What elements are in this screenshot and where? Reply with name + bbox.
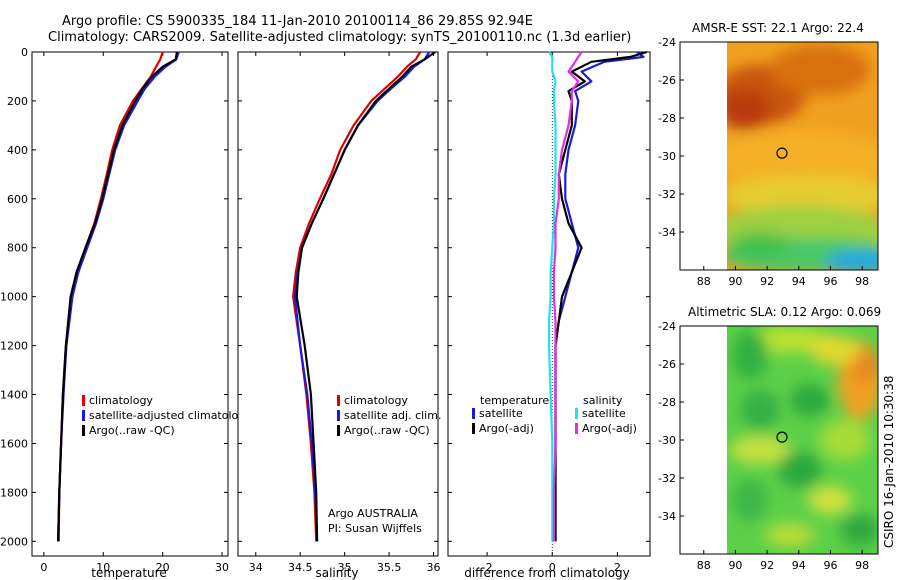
temperature-ytick-label: 1000 (0, 291, 28, 304)
temperature-ytick-label: 2000 (0, 535, 28, 548)
difference-xtick-label: 0 (549, 561, 556, 574)
temperature-ytick-label: 600 (7, 193, 28, 206)
sla-map-xtick-label: 88 (697, 559, 711, 572)
difference-legend-salinity-header: salinity (583, 394, 623, 407)
sst-map-chart: 88 90 92 94 96 98 -24 -26 -28 -30 -32 -34 (658, 36, 879, 288)
difference-legend-temp-argo-label: Argo(-adj) (479, 422, 534, 435)
difference-legend-temp-satellite-swatch (472, 408, 475, 419)
sla-map-ytick-label: -24 (658, 320, 676, 333)
sst-map-ytick-label: -28 (658, 112, 676, 125)
temperature-ytick-label: 1400 (0, 389, 28, 402)
salinity-legend-item-swatch (337, 425, 340, 436)
sst-map-xtick-label: 96 (823, 275, 837, 288)
sst-map-xtick-label: 94 (792, 275, 806, 288)
sla-map-ytick-label: -34 (658, 510, 676, 523)
salinity-annotation-line2: PI: Susan Wijffels (328, 522, 422, 535)
salinity-profile-chart: 34 34.5 35 35.5 36 climatology satellite adj. … (237, 51, 441, 574)
sst-map-ytick-label: -26 (658, 74, 676, 87)
salinity-legend-item-label: climatology (344, 394, 408, 407)
temperature-xtick-label: 10 (96, 561, 110, 574)
sla-map-xtick-label: 90 (728, 559, 742, 572)
difference-legend-sal-argo-label: Argo(-adj) (582, 422, 637, 435)
temperature-ytick-label: 0 (21, 46, 28, 59)
sla-map-ytick-label: -28 (658, 396, 676, 409)
sla-map-float-marker (776, 431, 788, 443)
temperature-legend-item-swatch (82, 395, 85, 406)
sla-map-ytick-label: -26 (658, 358, 676, 371)
temperature-ytick-label: 1200 (0, 340, 28, 353)
figure-title-line1: Argo profile: CS 5900335_184 11-Jan-2010… (62, 14, 534, 29)
difference-series-cyan (547, 51, 557, 542)
sla-map-ytick-label: -30 (658, 434, 676, 447)
difference-legend-temperature-header: temperature (480, 394, 549, 407)
temperature-plot-frame (31, 51, 229, 557)
sla-map-chart: 88 90 92 94 96 98 -24 -26 -28 -30 -32 -34 (658, 320, 879, 572)
salinity-series-black (295, 51, 436, 542)
difference-plot-frame (447, 51, 651, 557)
sla-map-xtick-label: 94 (792, 559, 806, 572)
sst-map-ytick-label: -30 (658, 150, 676, 163)
sla-map-ytick-label: -32 (658, 472, 676, 485)
temperature-series-black (57, 51, 178, 542)
salinity-annotation-line1: Argo AUSTRALIA (328, 507, 418, 520)
temperature-legend-item-swatch (82, 425, 85, 436)
sst-map-ytick-label: -24 (658, 36, 676, 49)
temperature-ytick-label: 1600 (0, 437, 28, 450)
difference-axis-label: difference from climatology (464, 566, 630, 580)
temperature-legend-item-swatch (82, 410, 85, 421)
temperature-xtick-label: 30 (215, 561, 229, 574)
difference-legend-sal-satellite-swatch (575, 408, 578, 419)
salinity-xtick-label: 35.5 (377, 561, 402, 574)
temperature-ytick-label: 1800 (0, 486, 28, 499)
salinity-legend-item-label: Argo(..raw -QC) (344, 424, 430, 437)
temperature-ytick-label: 800 (7, 242, 28, 255)
sst-map-ytick-label: -34 (658, 226, 676, 239)
temperature-ytick-label: 200 (7, 95, 28, 108)
sst-map-xtick-label: 92 (760, 275, 774, 288)
salinity-plot-frame (237, 51, 439, 557)
sst-map-xtick-label: 88 (697, 275, 711, 288)
salinity-xtick-label: 35 (338, 561, 352, 574)
sla-map-xtick-label: 98 (855, 559, 869, 572)
difference-xtick-label: -2 (482, 561, 493, 574)
sst-map-float-marker (776, 147, 788, 159)
difference-legend-temp-argo-swatch (472, 423, 475, 434)
sst-heatmap (727, 42, 878, 270)
temperature-legend-item-label: satellite-adjusted climatology (89, 409, 252, 422)
salinity-legend-item-swatch (337, 395, 340, 406)
sla-map-title: Altimetric SLA: 0.12 Argo: 0.069 (688, 305, 881, 319)
sst-map-ytick-label: -32 (658, 188, 676, 201)
salinity-legend-item-swatch (337, 410, 340, 421)
difference-xtick-label: 2 (614, 561, 621, 574)
figure-title-line2: Climatology: CARS2009. Satellite-adjuste… (48, 30, 632, 45)
temperature-legend-item-label: Argo(..raw -QC) (89, 424, 175, 437)
sla-map-xtick-label: 96 (823, 559, 837, 572)
salinity-xtick-label: 34.5 (288, 561, 313, 574)
salinity-axis-label: salinity (315, 566, 358, 580)
salinity-xtick-label: 36 (427, 561, 441, 574)
temperature-xtick-label: 20 (156, 561, 170, 574)
sst-map-title: AMSR-E SST: 22.1 Argo: 22.4 (692, 21, 864, 35)
sla-heatmap (727, 326, 878, 554)
salinity-legend-item-label: satellite adj. clim. (344, 409, 441, 422)
salinity-xtick-label: 34 (249, 561, 263, 574)
temperature-legend-item-label: climatology (89, 394, 153, 407)
temperature-axis-label: temperature (91, 566, 166, 580)
temperature-xtick-label: 0 (40, 561, 47, 574)
difference-legend-sal-satellite-label: satellite (582, 407, 626, 420)
sst-map-xtick-label: 98 (855, 275, 869, 288)
temperature-ytick-label: 400 (7, 144, 28, 157)
difference-series-magenta (552, 51, 583, 542)
sst-map-xtick-label: 90 (728, 275, 742, 288)
temperature-profile-chart: 0 10 20 30 0 200 400 600 800 1000 1200 1400 1600 1800… (0, 46, 252, 574)
difference-legend-temp-satellite-label: satellite (479, 407, 523, 420)
sla-map-xtick-label: 92 (760, 559, 774, 572)
difference-legend-sal-argo-swatch (575, 423, 578, 434)
